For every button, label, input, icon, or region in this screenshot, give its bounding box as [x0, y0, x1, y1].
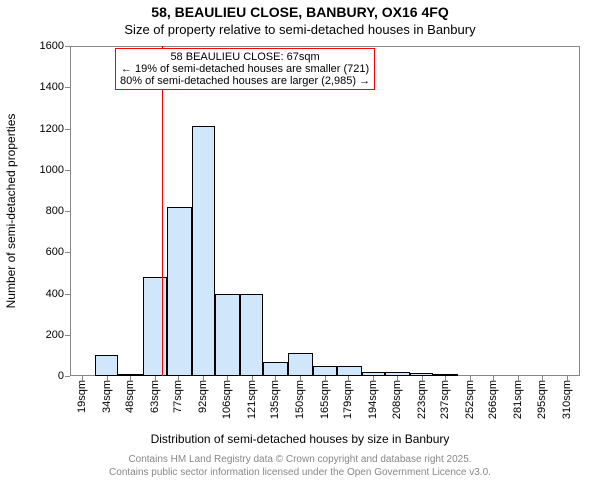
x-tick-mark	[445, 376, 446, 381]
y-tick-mark	[65, 211, 70, 212]
plot-area: 58 BEAULIEU CLOSE: 67sqm← 19% of semi-de…	[70, 46, 580, 376]
x-tick-mark	[130, 376, 131, 381]
x-tick-mark	[422, 376, 423, 381]
histogram-bar	[192, 126, 215, 376]
x-tick-mark	[82, 376, 83, 381]
annotation-line: 58 BEAULIEU CLOSE: 67sqm	[120, 51, 370, 63]
x-tick-label: 208sqm	[391, 380, 403, 419]
histogram-bar	[313, 366, 336, 376]
x-tick-mark	[397, 376, 398, 381]
chart-container: 58, BEAULIEU CLOSE, BANBURY, OX16 4FQ Si…	[0, 0, 600, 500]
x-tick-mark	[275, 376, 276, 381]
x-tick-label: 223sqm	[416, 380, 428, 419]
x-tick-mark	[203, 376, 204, 381]
y-tick-mark	[65, 129, 70, 130]
x-tick-mark	[178, 376, 179, 381]
y-tick-mark	[65, 87, 70, 88]
x-tick-label: 63sqm	[149, 380, 161, 413]
x-tick-mark	[567, 376, 568, 381]
y-axis-title: Number of semi-detached properties	[4, 114, 18, 309]
x-tick-label: 237sqm	[439, 380, 451, 419]
x-tick-label: 194sqm	[367, 380, 379, 419]
x-tick-mark	[518, 376, 519, 381]
x-tick-mark	[300, 376, 301, 381]
x-tick-mark	[155, 376, 156, 381]
x-tick-label: 19sqm	[76, 380, 88, 413]
x-tick-label: 252sqm	[464, 380, 476, 419]
histogram-bar	[143, 277, 166, 376]
x-tick-label: 165sqm	[319, 380, 331, 419]
x-tick-label: 34sqm	[101, 380, 113, 413]
x-tick-mark	[542, 376, 543, 381]
attribution-text: Contains HM Land Registry data © Crown c…	[0, 454, 600, 479]
x-tick-label: 310sqm	[561, 380, 573, 419]
y-tick-mark	[65, 294, 70, 295]
x-tick-mark	[348, 376, 349, 381]
x-tick-label: 92sqm	[197, 380, 209, 413]
attribution-line: Contains public sector information licen…	[0, 467, 600, 480]
x-tick-label: 121sqm	[246, 380, 258, 419]
histogram-bar	[240, 294, 263, 377]
histogram-bar	[337, 366, 362, 376]
x-tick-label: 281sqm	[512, 380, 524, 419]
x-tick-label: 266sqm	[487, 380, 499, 419]
histogram-bar	[95, 355, 118, 376]
x-tick-mark	[470, 376, 471, 381]
x-tick-label: 295sqm	[536, 380, 548, 419]
x-tick-label: 48sqm	[124, 380, 136, 413]
attribution-line: Contains HM Land Registry data © Crown c…	[0, 454, 600, 467]
histogram-bar	[263, 362, 288, 376]
x-tick-label: 135sqm	[269, 380, 281, 419]
y-tick-mark	[65, 46, 70, 47]
y-tick-mark	[65, 252, 70, 253]
histogram-bar	[288, 353, 313, 376]
x-tick-mark	[107, 376, 108, 381]
x-tick-mark	[252, 376, 253, 381]
histogram-bar	[167, 207, 192, 376]
y-tick-mark	[65, 335, 70, 336]
x-tick-label: 150sqm	[294, 380, 306, 419]
annotation-line: ← 19% of semi-detached houses are smalle…	[120, 63, 370, 75]
x-tick-mark	[373, 376, 374, 381]
x-tick-label: 179sqm	[342, 380, 354, 419]
x-tick-label: 77sqm	[172, 380, 184, 413]
property-marker-line	[162, 46, 163, 376]
x-tick-mark	[227, 376, 228, 381]
chart-title: 58, BEAULIEU CLOSE, BANBURY, OX16 4FQ	[0, 4, 600, 20]
x-tick-mark	[493, 376, 494, 381]
y-tick-mark	[65, 170, 70, 171]
chart-subtitle: Size of property relative to semi-detach…	[0, 22, 600, 37]
annotation-box: 58 BEAULIEU CLOSE: 67sqm← 19% of semi-de…	[115, 48, 375, 90]
x-tick-label: 106sqm	[221, 380, 233, 419]
x-tick-mark	[325, 376, 326, 381]
y-tick-mark	[65, 376, 70, 377]
x-axis-title: Distribution of semi-detached houses by …	[0, 432, 600, 446]
histogram-bar	[215, 294, 240, 377]
annotation-line: 80% of semi-detached houses are larger (…	[120, 75, 370, 87]
